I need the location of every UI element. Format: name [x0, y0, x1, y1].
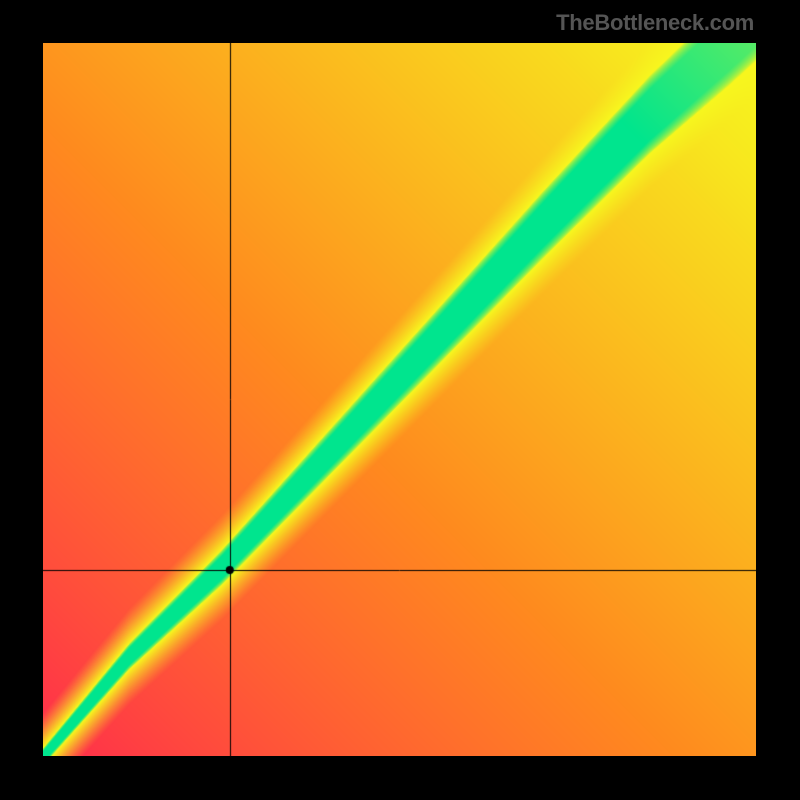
bottleneck-heatmap: [43, 43, 756, 756]
chart-frame: TheBottleneck.com: [0, 0, 800, 800]
watermark-text: TheBottleneck.com: [556, 10, 754, 36]
plot-area: [43, 43, 756, 756]
